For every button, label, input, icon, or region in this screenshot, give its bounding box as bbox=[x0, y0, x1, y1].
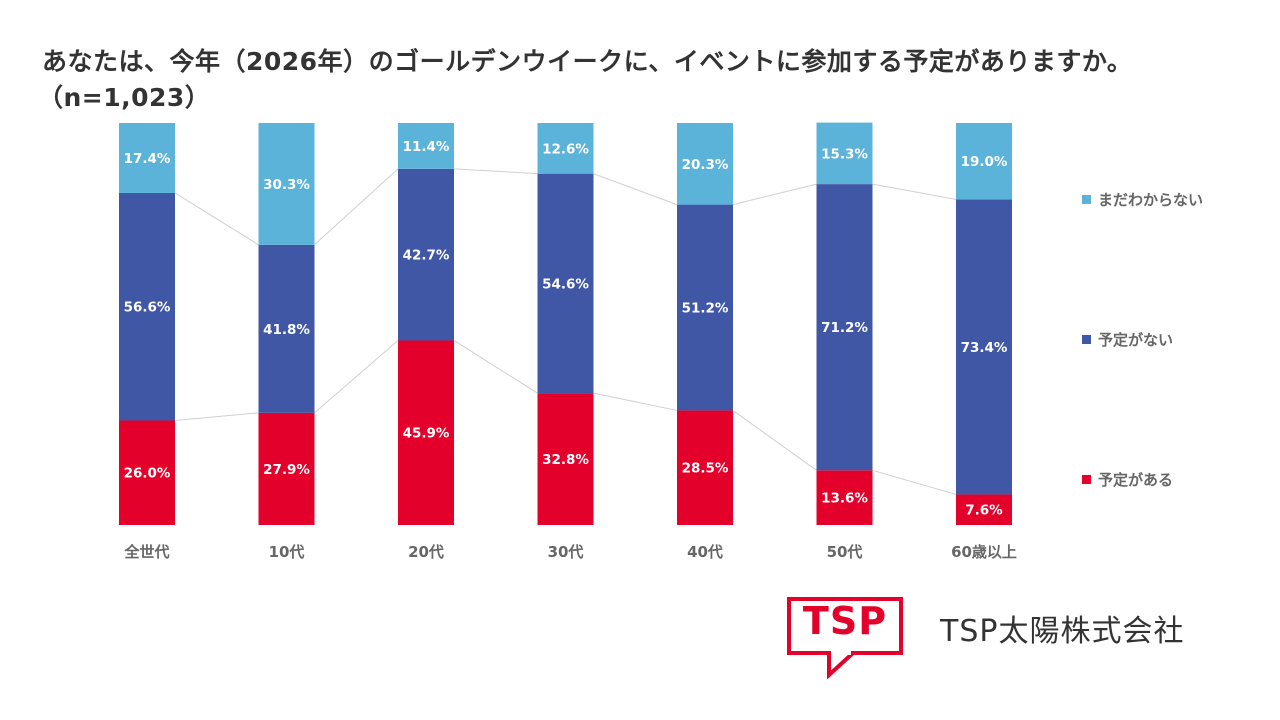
chart-title-sample-size: （n=1,023） bbox=[38, 83, 211, 112]
connector-line-has_plan bbox=[593, 392, 678, 411]
connector-line-has_plan bbox=[453, 340, 538, 394]
connector-line-no_plan bbox=[174, 192, 259, 246]
data-label-no_plan: 42.7% bbox=[403, 248, 450, 264]
data-label-has_plan: 32.8% bbox=[542, 452, 589, 468]
connector-line-no_plan bbox=[872, 183, 957, 200]
data-label-unknown: 15.3% bbox=[821, 146, 868, 162]
bar-segment-has_plan bbox=[677, 410, 733, 525]
bar-segment-no_plan bbox=[258, 244, 315, 413]
connector-line-has_plan bbox=[314, 340, 399, 414]
bar-segment-unknown bbox=[258, 123, 315, 245]
bar-segment-unknown bbox=[677, 123, 733, 205]
bar-segment-no_plan bbox=[677, 204, 733, 411]
data-label-no_plan: 71.2% bbox=[821, 320, 868, 336]
data-label-no_plan: 73.4% bbox=[961, 340, 1008, 356]
category-label: 全世代 bbox=[123, 543, 169, 561]
connector-line-no_plan bbox=[453, 168, 538, 175]
legend-label-has-plan: 予定がある bbox=[1098, 471, 1174, 489]
data-label-has_plan: 45.9% bbox=[403, 426, 450, 442]
bar-segment-has_plan bbox=[956, 494, 1012, 525]
bar-segment-unknown bbox=[398, 123, 454, 169]
chart-title: あなたは、今年（2026年）のゴールデンウイークに、イベントに参加する予定があり… bbox=[38, 44, 1133, 116]
category-label: 50代 bbox=[827, 543, 863, 561]
data-label-unknown: 12.6% bbox=[542, 141, 589, 157]
data-label-no_plan: 41.8% bbox=[263, 322, 310, 338]
connector-line-has_plan bbox=[872, 469, 957, 495]
category-label: 60歳以上 bbox=[951, 543, 1017, 561]
data-label-unknown: 17.4% bbox=[124, 151, 171, 167]
bar-segment-no_plan bbox=[816, 184, 873, 471]
category-label: 10代 bbox=[269, 543, 305, 561]
data-label-has_plan: 27.9% bbox=[263, 462, 310, 478]
legend-label-no-plan: 予定がない bbox=[1098, 331, 1174, 349]
bar-segment-has_plan bbox=[398, 340, 454, 525]
bar-segment-no_plan bbox=[119, 192, 175, 421]
data-label-no_plan: 54.6% bbox=[542, 276, 589, 292]
legend-swatch-unknown bbox=[1082, 195, 1091, 204]
legend-swatch-no-plan bbox=[1082, 335, 1091, 344]
bar-segment-has_plan bbox=[816, 470, 873, 525]
connector-line-has_plan bbox=[174, 412, 259, 421]
logo-mark-text: TSP bbox=[802, 599, 888, 643]
series-connector-lines bbox=[174, 168, 957, 495]
data-label-unknown: 20.3% bbox=[682, 157, 729, 173]
bar-segment-unknown bbox=[956, 123, 1012, 200]
legend-swatch-has-plan bbox=[1082, 475, 1091, 484]
data-labels: 26.0% 56.6% 17.4% 全世代 27.9% 41.8% 30.3% 10代 45.9… bbox=[123, 139, 1016, 561]
data-label-has_plan: 13.6% bbox=[821, 491, 868, 507]
bar-segment-unknown bbox=[119, 123, 175, 193]
data-label-has_plan: 7.6% bbox=[965, 503, 1003, 519]
data-label-unknown: 30.3% bbox=[263, 177, 310, 193]
data-label-no_plan: 56.6% bbox=[124, 300, 171, 316]
category-label: 20代 bbox=[408, 543, 444, 561]
legend-item-unknown: まだわからない bbox=[1082, 189, 1203, 210]
category-label: 40代 bbox=[687, 543, 723, 561]
connector-line-no_plan bbox=[314, 168, 399, 246]
company-name: TSP太陽株式会社 bbox=[940, 614, 1185, 649]
connector-line-no_plan bbox=[593, 173, 678, 206]
connector-line-no_plan bbox=[732, 183, 817, 206]
legend-item-no-plan: 予定がない bbox=[1082, 329, 1173, 350]
data-label-no_plan: 51.2% bbox=[682, 301, 729, 317]
bar-segment-no_plan bbox=[398, 168, 454, 341]
bar-segment-unknown bbox=[537, 123, 594, 174]
speech-bubble-tail-icon bbox=[827, 651, 855, 679]
category-label: 30代 bbox=[548, 543, 584, 561]
chart-title-question: あなたは、今年（2026年）のゴールデンウイークに、イベントに参加する予定があり… bbox=[42, 47, 1133, 76]
connector-line-has_plan bbox=[732, 410, 817, 471]
data-label-unknown: 11.4% bbox=[403, 139, 450, 155]
legend-item-has-plan: 予定がある bbox=[1082, 469, 1173, 490]
bar-segment-no_plan bbox=[956, 199, 1012, 495]
bar-segment-has_plan bbox=[537, 393, 594, 525]
bar-segment-has_plan bbox=[258, 412, 315, 525]
data-label-has_plan: 26.0% bbox=[124, 466, 171, 482]
data-label-has_plan: 28.5% bbox=[682, 461, 729, 477]
legend-label-unknown: まだわからない bbox=[1098, 191, 1204, 209]
bar-segment-unknown bbox=[816, 122, 873, 185]
bars bbox=[119, 122, 1012, 525]
bar-segment-no_plan bbox=[537, 173, 594, 394]
tsp-logo: TSP bbox=[787, 597, 907, 679]
bar-segment-has_plan bbox=[119, 420, 175, 525]
data-label-unknown: 19.0% bbox=[961, 154, 1008, 170]
